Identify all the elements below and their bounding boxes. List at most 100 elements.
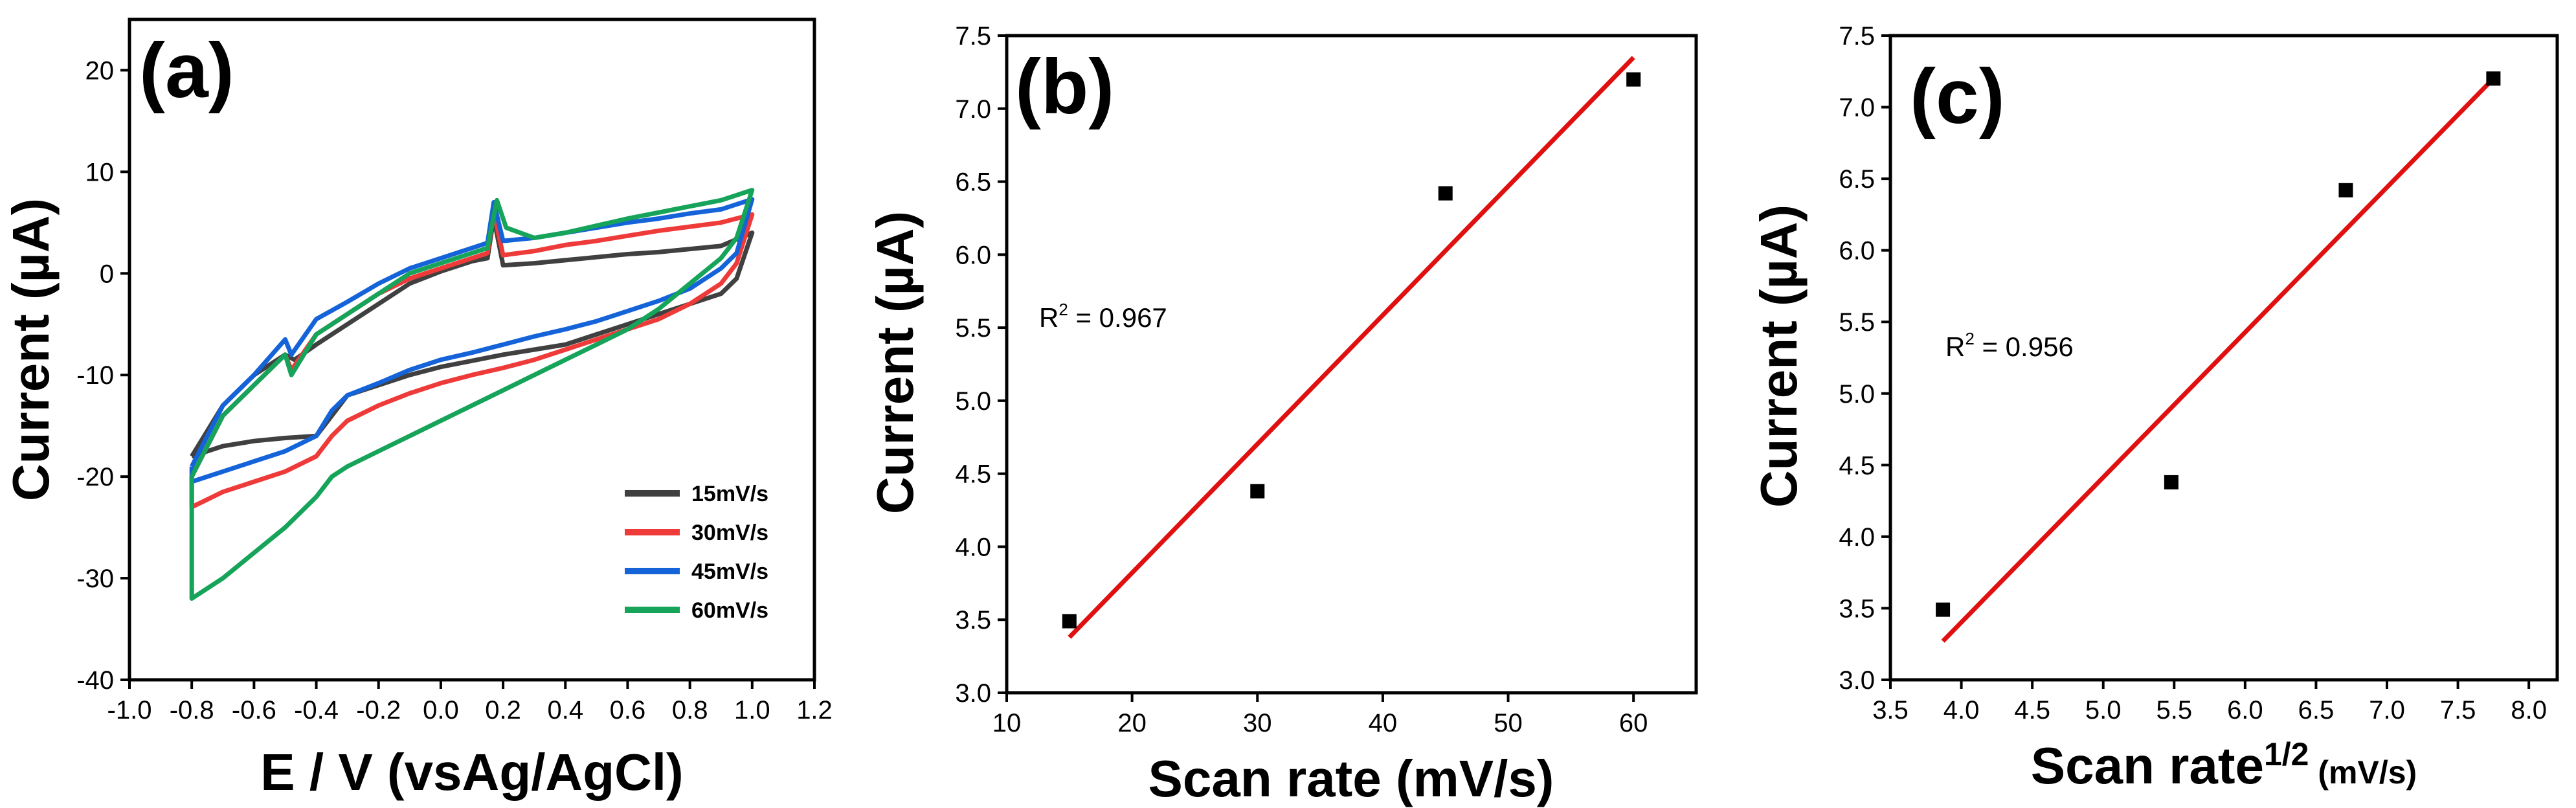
panel-c-x-axis-title: Scan rate1/2 (mV/s) — [2031, 736, 2417, 794]
y-tick-label: 6.0 — [955, 241, 991, 269]
x-tick-label: 1.0 — [734, 696, 770, 724]
panel-a-cyclic-voltammetry: -1.0 -0.8 -0.6 -0.4 -0.2 0.0 0.2 0.4 0.6 0.8 1.0 1.… — [2, 17, 833, 801]
x-tick-label: 30 — [1243, 709, 1272, 737]
y-tick-label: 4.0 — [1839, 523, 1875, 552]
y-tick-label: 7.0 — [1839, 94, 1875, 122]
panel-b-y-title-main: Current ( — [866, 295, 924, 514]
panel-c-r2-value: = 0.956 — [1975, 331, 2074, 362]
data-point-1 — [1936, 602, 1951, 617]
panel-c-y-title-close: ) — [1750, 205, 1808, 222]
panel-c-sqrt-scan-rate: 3.5 4.0 4.5 5.0 5.5 6.0 6.5 7.0 7.5 8.0 7.5 7.0 6.5… — [1750, 22, 2559, 794]
y-tick-label: 7.5 — [1839, 22, 1875, 50]
y-tick-label: 4.5 — [955, 460, 991, 489]
panel-a-y-axis-title: Current (µA) — [2, 198, 60, 501]
x-tick-label: 5.0 — [2085, 696, 2122, 724]
linear-fit-line — [1941, 76, 2495, 643]
panel-b-y-axis-title: Current (µA) — [866, 211, 924, 514]
data-point-4 — [1626, 72, 1641, 87]
y-tick-label: 7.0 — [955, 95, 991, 124]
linear-fit-line — [1068, 56, 1635, 639]
panel-a-x-ticks: -1.0 -0.8 -0.6 -0.4 -0.2 0.0 0.2 0.4 0.6 0.8 1.0 1.… — [107, 680, 833, 724]
panel-a-y-ticks: 20 10 0 -10 -20 -30 -40 — [76, 56, 129, 695]
y-tick-label: 3.5 — [955, 606, 991, 634]
panel-c-plot-frame — [1888, 34, 2559, 682]
panel-b-r2-base: R — [1039, 302, 1058, 333]
panel-b-fit-group — [1068, 56, 1635, 639]
panel-b-x-axis-title: Scan rate (mV/s) — [1148, 750, 1554, 807]
x-tick-label: 0.2 — [485, 696, 521, 724]
panel-c-label: (c) — [1910, 53, 2005, 140]
y-tick-label: 10 — [85, 158, 115, 186]
data-point-2 — [1250, 484, 1265, 499]
y-tick-label: 5.5 — [955, 314, 991, 342]
panel-c-y-axis-title: Current (µA) — [1750, 205, 1808, 508]
panel-a-legend: 15mV/s 30mV/s 45mV/s 60mV/s — [625, 482, 768, 623]
y-tick-label: 5.0 — [955, 387, 991, 416]
x-tick-label: 0.8 — [672, 696, 708, 724]
x-tick-label: 20 — [1117, 709, 1147, 737]
panel-b-label: (b) — [1015, 43, 1114, 130]
x-tick-label: 0.6 — [610, 696, 646, 724]
y-tick-label: 6.0 — [1839, 237, 1875, 265]
x-tick-label: 4.0 — [1943, 696, 1980, 724]
panel-c-x-title-end: (mV/s) — [2309, 754, 2417, 791]
y-tick-label: 0 — [100, 260, 114, 288]
x-tick-label: -1.0 — [107, 696, 152, 724]
y-tick-label: 5.5 — [1839, 308, 1875, 337]
panel-a-y-title-unit: µA — [2, 215, 60, 282]
cv-curve-45mv-s — [189, 197, 755, 484]
x-tick-label: 4.5 — [2014, 696, 2050, 724]
panel-c-y-ticks: 7.5 7.0 6.5 6.0 5.5 5.0 4.5 4.0 3.5 3.0 — [1839, 22, 1890, 695]
panel-b-scan-rate: 10 20 30 40 50 60 7.5 7.0 6.5 6.0 5.5 5.0 4.5 4.0 3.5… — [866, 22, 1698, 807]
panel-c-points-group — [1936, 71, 2501, 617]
panel-b-plot-frame — [1005, 34, 1698, 695]
y-tick-label: -40 — [76, 666, 114, 695]
x-tick-label: 0.4 — [547, 696, 583, 724]
y-tick-label: 4.5 — [1839, 451, 1875, 480]
panel-b-r2-sup: 2 — [1058, 300, 1068, 319]
legend-label-60: 60mV/s — [691, 598, 768, 623]
panel-a-y-title-main: Current ( — [2, 282, 60, 501]
x-tick-label: -0.4 — [294, 696, 339, 724]
cv-curve-60mv-s — [189, 188, 755, 601]
panel-a-label: (a) — [139, 27, 234, 114]
panel-b-r2-annotation: R2 = 0.967 — [1039, 300, 1167, 333]
x-tick-label: -0.2 — [356, 696, 401, 724]
panel-b-points-group — [1062, 72, 1641, 629]
data-point-4 — [2486, 71, 2501, 86]
x-tick-label: 10 — [992, 709, 1022, 737]
panel-c-fit-group — [1941, 76, 2495, 643]
x-tick-label: 7.5 — [2440, 696, 2476, 724]
y-tick-label: -10 — [76, 361, 114, 390]
data-point-3 — [2338, 183, 2353, 197]
panel-c-r2-annotation: R2 = 0.956 — [1945, 329, 2074, 362]
x-tick-label: -0.6 — [232, 696, 276, 724]
y-tick-label: 3.0 — [955, 679, 991, 708]
panel-c-y-title-unit: µA — [1750, 221, 1808, 289]
x-tick-label: 6.0 — [2227, 696, 2263, 724]
x-tick-label: 50 — [1494, 709, 1523, 737]
y-tick-label: 6.5 — [1839, 165, 1875, 194]
panel-c-r2-base: R — [1945, 331, 1965, 362]
y-tick-label: 3.5 — [1839, 594, 1875, 623]
panel-b-y-ticks: 7.5 7.0 6.5 6.0 5.5 5.0 4.5 4.0 3.5 3.0 — [955, 22, 1007, 708]
panel-b-y-title-unit: µA — [866, 228, 924, 295]
x-tick-label: 7.0 — [2369, 696, 2405, 724]
panel-a-y-title-close: ) — [2, 198, 60, 216]
y-tick-label: 5.0 — [1839, 380, 1875, 409]
legend-label-30: 30mV/s — [691, 521, 768, 545]
panel-c-x-title-main: Scan rate — [2031, 737, 2264, 794]
panel-b-x-ticks: 10 20 30 40 50 60 — [992, 693, 1648, 737]
panel-c-x-ticks: 3.5 4.0 4.5 5.0 5.5 6.0 6.5 7.0 7.5 8.0 — [1872, 680, 2547, 724]
data-point-1 — [1062, 614, 1077, 629]
panel-a-series-group — [189, 188, 755, 601]
panel-c-x-title-sup: 1/2 — [2264, 736, 2309, 772]
data-point-2 — [2164, 475, 2178, 489]
y-tick-label: -20 — [76, 463, 114, 491]
y-tick-label: 6.5 — [955, 168, 991, 197]
y-tick-label: 20 — [85, 56, 115, 85]
x-tick-label: 1.2 — [796, 696, 833, 724]
y-tick-label: 7.5 — [955, 22, 991, 50]
x-tick-label: -0.8 — [170, 696, 214, 724]
